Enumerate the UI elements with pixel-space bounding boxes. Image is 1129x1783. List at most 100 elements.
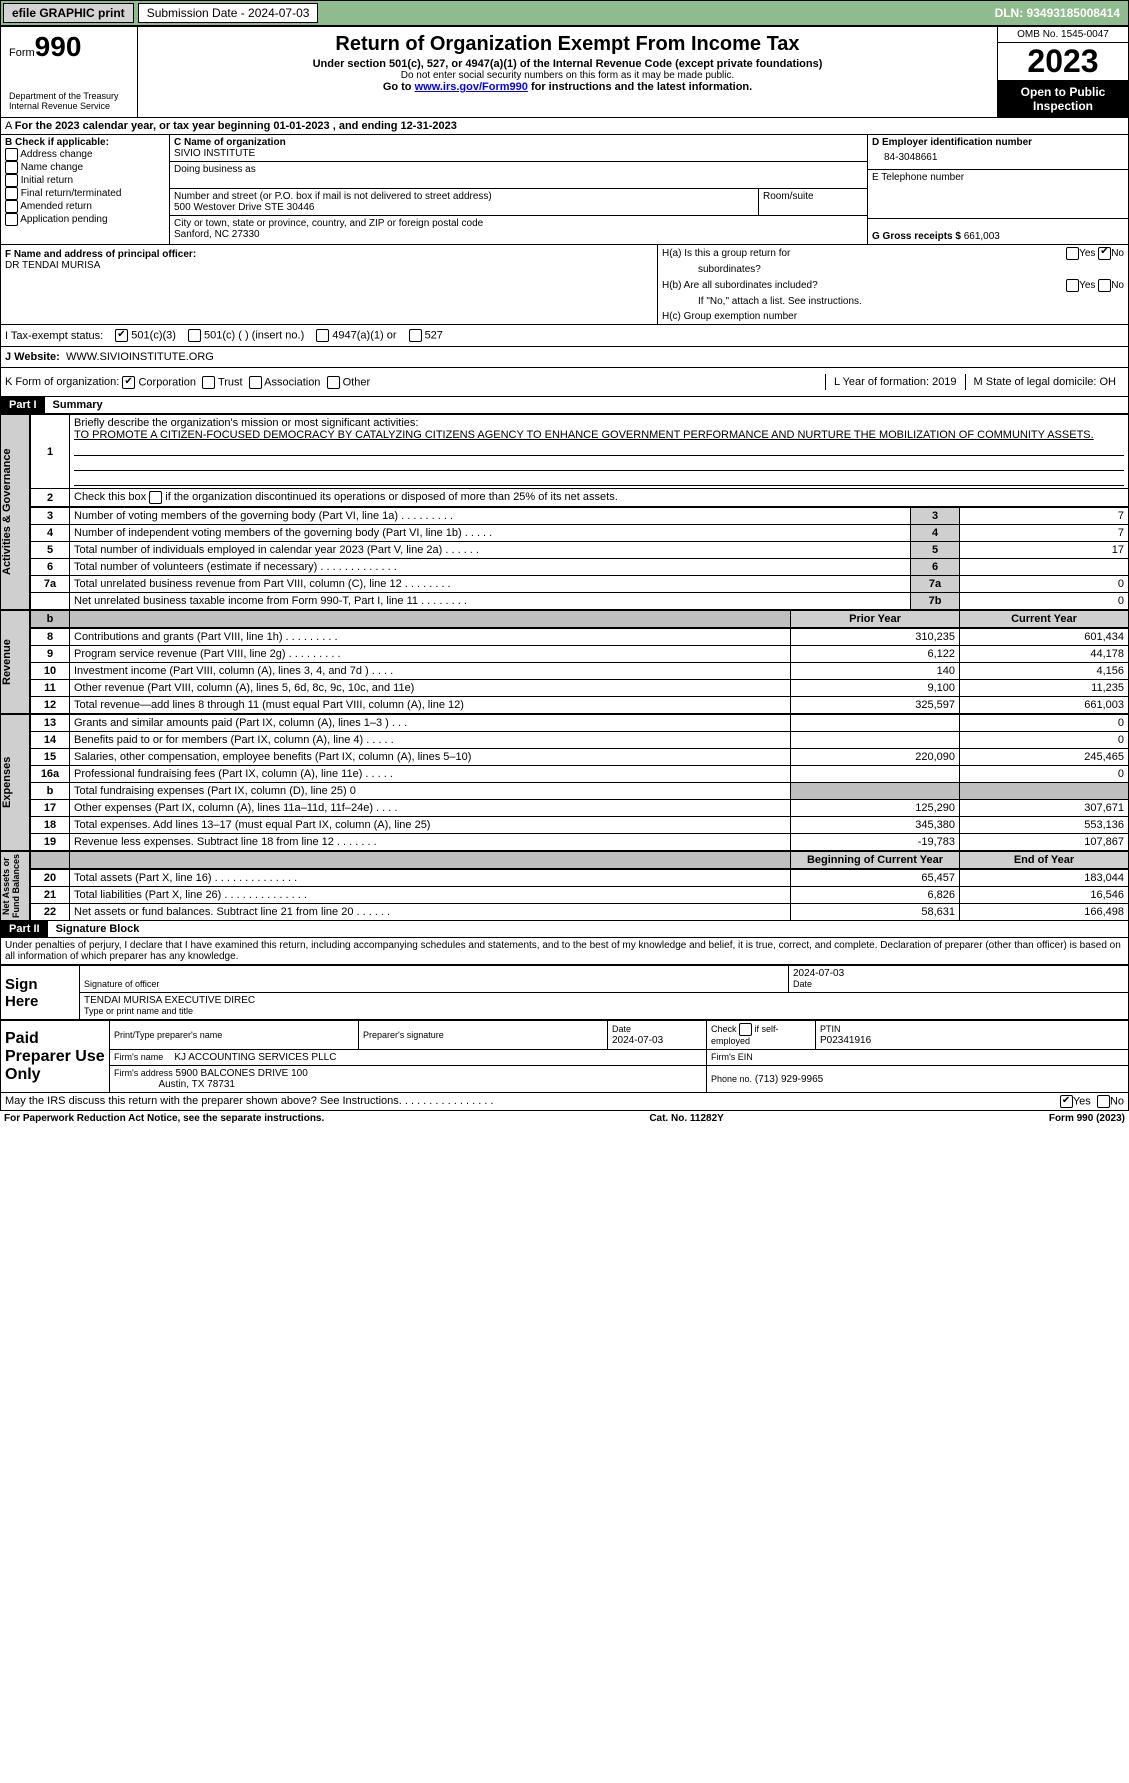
tax-status-label: I Tax-exempt status: — [5, 330, 103, 342]
legal-domicile: M State of legal domicile: OH — [965, 374, 1124, 390]
cb-self-employed[interactable] — [739, 1023, 752, 1036]
firm-addr-label: Firm's address — [114, 1068, 173, 1078]
city: Sanford, NC 27330 — [174, 229, 260, 240]
firm-name: KJ ACCOUNTING SERVICES PLLC — [174, 1052, 336, 1063]
ptin-label: PTIN — [820, 1024, 841, 1034]
rev-rows: 8Contributions and grants (Part VIII, li… — [30, 628, 1129, 714]
hdr-current-year: Current Year — [960, 611, 1129, 628]
form-subtitle-1: Under section 501(c), 527, or 4947(a)(1)… — [142, 58, 993, 70]
self-employed: Check if self-employed — [711, 1024, 779, 1046]
cb-discuss-yes[interactable] — [1060, 1095, 1073, 1108]
form-title: Return of Organization Exempt From Incom… — [144, 33, 991, 56]
page-footer: For Paperwork Reduction Act Notice, see … — [0, 1111, 1129, 1126]
q2-text: Check this box if the organization disco… — [74, 491, 618, 503]
tab-net-assets: Net Assets or Fund Balances — [0, 851, 30, 921]
room-label: Room/suite — [763, 191, 814, 202]
gross-receipts-label: G Gross receipts $ — [872, 231, 961, 242]
perjury-declaration: Under penalties of perjury, I declare th… — [0, 938, 1129, 965]
type-print-label: Type or print name and title — [84, 1006, 193, 1016]
cb-501c[interactable]: 501(c) ( ) (insert no.) — [188, 329, 304, 342]
cb-address-change[interactable]: Address change — [5, 148, 165, 161]
sign-here-label: Sign Here — [1, 966, 80, 1020]
cb-assoc[interactable]: Association — [249, 376, 321, 389]
firm-name-label: Firm's name — [114, 1052, 163, 1062]
firm-phone-label: Phone no. — [711, 1074, 752, 1084]
cb-amended[interactable]: Amended return — [5, 200, 165, 213]
ha2-label: subordinates? — [698, 264, 761, 275]
section-b-title: B Check if applicable: — [5, 137, 109, 148]
paid-preparer-label: Paid Preparer Use Only — [1, 1021, 110, 1093]
cb-corp[interactable]: Corporation — [122, 376, 196, 389]
hdr-end-year: End of Year — [960, 852, 1129, 869]
cb-initial-return[interactable]: Initial return — [5, 174, 165, 187]
section-klm: K Form of organization: Corporation Trus… — [0, 368, 1129, 397]
goto-suffix: for instructions and the latest informat… — [528, 81, 752, 93]
paid-preparer-table: Paid Preparer Use Only Print/Type prepar… — [0, 1020, 1129, 1093]
date-label: Date — [793, 979, 812, 989]
ha-yes[interactable]: Yes — [1079, 248, 1095, 259]
cb-final-return[interactable]: Final return/terminated — [5, 187, 165, 200]
cat-no: Cat. No. 11282Y — [649, 1113, 723, 1124]
section-f: F Name and address of principal officer:… — [1, 245, 657, 324]
gross-receipts: 661,003 — [964, 231, 1000, 242]
sections-bcdefg: B Check if applicable: Address change Na… — [0, 135, 1129, 245]
part2-badge: Part II — [1, 921, 48, 937]
efile-print-btn[interactable]: efile GRAPHIC print — [3, 3, 134, 23]
sign-here-table: Sign Here Signature of officer 2024-07-0… — [0, 965, 1129, 1020]
part1-exp: Expenses 13Grants and similar amounts pa… — [0, 714, 1129, 851]
dln: DLN: 93493185008414 — [987, 4, 1128, 22]
firm-ein-label: Firm's EIN — [711, 1052, 753, 1062]
cb-4947[interactable]: 4947(a)(1) or — [316, 329, 396, 342]
city-label: City or town, state or province, country… — [174, 218, 483, 229]
cb-discontinued[interactable] — [149, 491, 162, 504]
omb-number: OMB No. 1545-0047 — [998, 27, 1128, 43]
hb-yes[interactable]: Yes — [1079, 280, 1095, 291]
cb-trust[interactable]: Trust — [202, 376, 243, 389]
part1-na: Net Assets or Fund Balances Beginning of… — [0, 851, 1129, 921]
phone-label: E Telephone number — [872, 172, 964, 183]
mission-text: TO PROMOTE A CITIZEN-FOCUSED DEMOCRACY B… — [74, 429, 1094, 441]
section-b: B Check if applicable: Address change Na… — [1, 135, 170, 244]
form-header: Form990 Department of the Treasury Inter… — [0, 26, 1129, 118]
cb-application-pending[interactable]: Application pending — [5, 213, 165, 226]
prep-name-label: Print/Type preparer's name — [114, 1030, 222, 1040]
cb-name-change[interactable]: Name change — [5, 161, 165, 174]
cb-527[interactable]: 527 — [409, 329, 443, 342]
header-title-block: Return of Organization Exempt From Incom… — [138, 27, 997, 117]
tab-expenses: Expenses — [0, 714, 30, 851]
section-j: J Website: WWW.SIVIOINSTITUTE.ORG — [0, 347, 1129, 368]
form-footer: Form 990 (2023) — [1049, 1113, 1125, 1124]
ha-no[interactable]: No — [1111, 248, 1124, 259]
na-hdr: Beginning of Current YearEnd of Year — [30, 851, 1129, 869]
form-subtitle-2: Do not enter social security numbers on … — [142, 70, 993, 81]
hb-no[interactable]: No — [1111, 280, 1124, 291]
k-label: K Form of organization: — [5, 376, 119, 388]
cb-501c3[interactable]: 501(c)(3) — [115, 329, 176, 342]
hb-label: H(b) Are all subordinates included? — [662, 280, 818, 291]
form-number: 990 — [35, 31, 82, 62]
discuss-yes: Yes — [1073, 1095, 1091, 1107]
hdr-prior-year: Prior Year — [791, 611, 960, 628]
cb-other[interactable]: Other — [327, 376, 371, 389]
part1-rev: Revenue bPrior YearCurrent Year 8Contrib… — [0, 610, 1129, 714]
form-number-block: Form990 Department of the Treasury Inter… — [1, 27, 138, 117]
part1-ag: Activities & Governance 1 Briefly descri… — [0, 414, 1129, 610]
section-c: C Name of organizationSIVIO INSTITUTE Do… — [170, 135, 868, 244]
firm-addr2: Austin, TX 78731 — [158, 1079, 235, 1090]
irs-link[interactable]: www.irs.gov/Form990 — [415, 81, 528, 93]
officer-name-title: TENDAI MURISA EXECUTIVE DIREC — [84, 995, 255, 1006]
part1-badge: Part I — [1, 397, 45, 413]
hb2-label: If "No," attach a list. See instructions… — [698, 296, 862, 307]
q1-label: Briefly describe the organization's miss… — [74, 417, 418, 429]
discuss-no: No — [1110, 1095, 1124, 1107]
hdr-beginning-year: Beginning of Current Year — [791, 852, 960, 869]
dept-treasury: Department of the Treasury Internal Reve… — [9, 91, 129, 111]
tax-year-text: For the 2023 calendar year, or tax year … — [15, 120, 457, 132]
goto-prefix: Go to — [383, 81, 415, 93]
section-a: A For the 2023 calendar year, or tax yea… — [0, 118, 1129, 135]
cb-discuss-no[interactable] — [1097, 1095, 1110, 1108]
part2-header: Part II Signature Block — [0, 921, 1129, 938]
street: 500 Westover Drive STE 30446 — [174, 202, 314, 213]
discuss-row: May the IRS discuss this return with the… — [0, 1093, 1129, 1111]
prep-date-label: Date — [612, 1024, 631, 1034]
